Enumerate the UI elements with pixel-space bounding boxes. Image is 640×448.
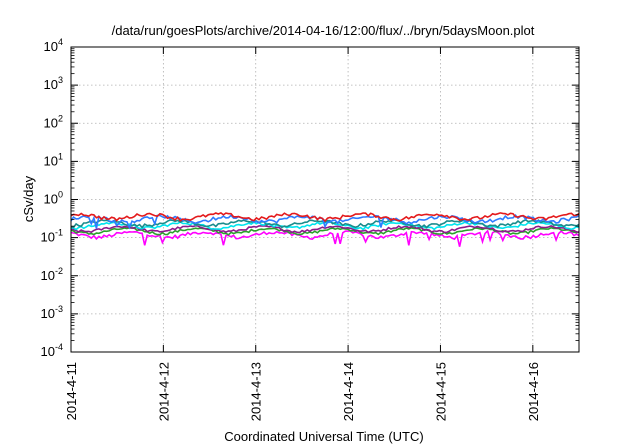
series-line (70, 214, 580, 230)
grid (71, 47, 579, 352)
x-tick-label: 2014-4-12 (156, 362, 171, 421)
y-tick-label: 102 (44, 113, 63, 130)
x-tick-label: 2014-4-13 (249, 362, 264, 421)
y-tick-label: 10-4 (41, 342, 63, 359)
series-line (70, 229, 580, 247)
y-tick-label: 10-1 (41, 228, 63, 245)
y-tick-label: 100 (44, 190, 63, 207)
x-tick-label: 2014-4-16 (526, 362, 541, 421)
y-tick-label: 101 (44, 151, 63, 168)
series-line (70, 211, 580, 223)
x-tick-label: 2014-4-11 (64, 362, 79, 420)
y-tick-label: 10-3 (41, 304, 63, 321)
y-tick-label: 10-2 (41, 266, 63, 283)
series-group (70, 211, 580, 247)
x-tick-label: 2014-4-14 (341, 362, 356, 421)
y-axis-label: cSv/day (21, 175, 36, 222)
y-tick-label: 104 (44, 37, 63, 54)
x-tick-label: 2014-4-15 (433, 362, 448, 421)
axes: 10-4 10-3 10-2 10-1 100 101 102 103 104 2014-4-11… (41, 37, 579, 421)
y-tick-label: 103 (44, 75, 63, 92)
x-axis-label: Coordinated Universal Time (UTC) (224, 429, 423, 444)
chart-title: /data/run/goesPlots/archive/2014-04-16/1… (112, 23, 535, 38)
